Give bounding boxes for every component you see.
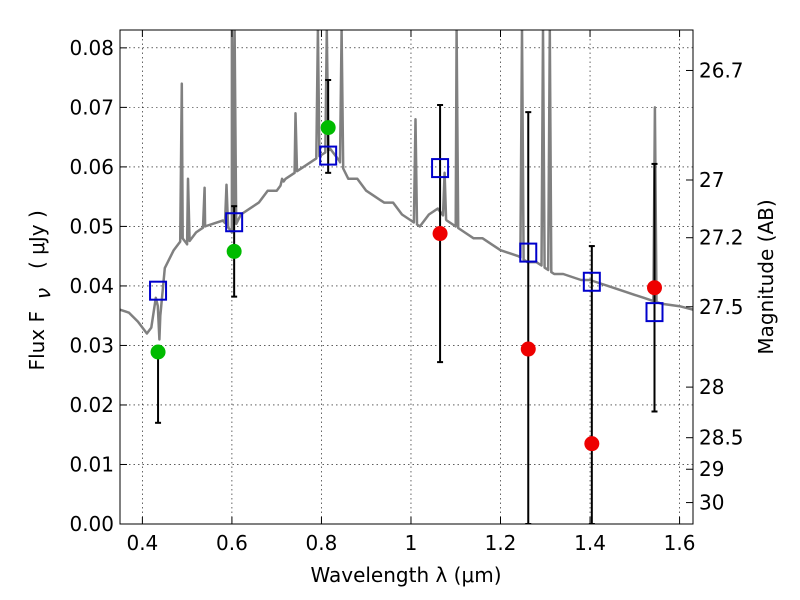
x-tick-label: 1 — [405, 531, 418, 555]
model-square-marker — [149, 280, 168, 301]
model-square-marker — [225, 212, 244, 233]
y-tick-label: 0.01 — [69, 452, 114, 476]
y-tick-label: 0.05 — [69, 214, 114, 238]
x-tick-label: 0.8 — [306, 531, 338, 555]
mag-tick-label: 26.7 — [699, 58, 744, 82]
model-square-marker — [582, 271, 601, 292]
y-axis-left: 0.00 0.01 0.02 0.03 0.04 0.05 0.06 0.07 0.08 — [69, 36, 127, 536]
y-tick-label: 0.07 — [69, 95, 114, 119]
nondetected-point — [432, 226, 448, 242]
spectrum-line — [120, 30, 693, 341]
detected-point — [150, 344, 166, 360]
x-tick-label: 0.6 — [216, 531, 248, 555]
y-tick-label: 0.06 — [69, 155, 114, 179]
grid-lines — [120, 30, 693, 525]
spectrum-layer — [120, 30, 693, 341]
x-tick-label: 1.4 — [574, 531, 606, 555]
mag-tick-label: 27 — [699, 168, 724, 192]
y-axis-title-text: Flux F — [25, 311, 49, 370]
nondetected-point — [647, 280, 663, 296]
plot-area — [120, 30, 693, 524]
y-tick-label: 0.08 — [69, 36, 114, 60]
mag-tick-label: 27.5 — [699, 295, 744, 319]
model-square-marker — [319, 145, 338, 166]
model-square-marker — [519, 242, 538, 263]
x-tick-label: 1.6 — [664, 531, 696, 555]
y-axis-right-magnitude: 26.7 27 27.2 27.5 28 28.5 29 30 — [686, 58, 744, 515]
y-tick-label: 0.04 — [69, 274, 114, 298]
y-tick-label: 0.03 — [69, 333, 114, 357]
marker-layer — [149, 120, 664, 452]
y-tick-label: 0.02 — [69, 393, 114, 417]
y-axis-title-left: Flux F ν ( μJy ) — [25, 210, 55, 370]
mag-tick-label: 30 — [699, 491, 724, 515]
detected-point — [226, 243, 242, 259]
nondetected-point — [520, 341, 536, 357]
detected-point — [320, 120, 336, 136]
x-axis: 0.4 0.6 0.8 1 1.2 1.4 1.6 — [126, 30, 695, 555]
x-axis-title: Wavelength λ (μm) — [310, 563, 501, 587]
y-tick-label: 0.00 — [69, 512, 114, 536]
x-tick-label: 0.4 — [126, 531, 158, 555]
mag-tick-label: 27.2 — [699, 226, 744, 250]
y-axis-title-subscript: ν — [31, 288, 55, 299]
mag-tick-label: 28.5 — [699, 426, 744, 450]
plot-frame — [119, 29, 694, 525]
y-axis-title-right: Magnitude (AB) — [754, 199, 778, 354]
x-tick-label: 1.2 — [485, 531, 517, 555]
mag-tick-label: 29 — [699, 457, 724, 481]
nondetected-point — [584, 436, 600, 452]
mag-tick-label: 28 — [699, 375, 724, 399]
y-axis-title-unit: ( μJy ) — [25, 210, 49, 269]
model-square-marker — [431, 158, 450, 179]
model-square-marker — [645, 302, 664, 323]
